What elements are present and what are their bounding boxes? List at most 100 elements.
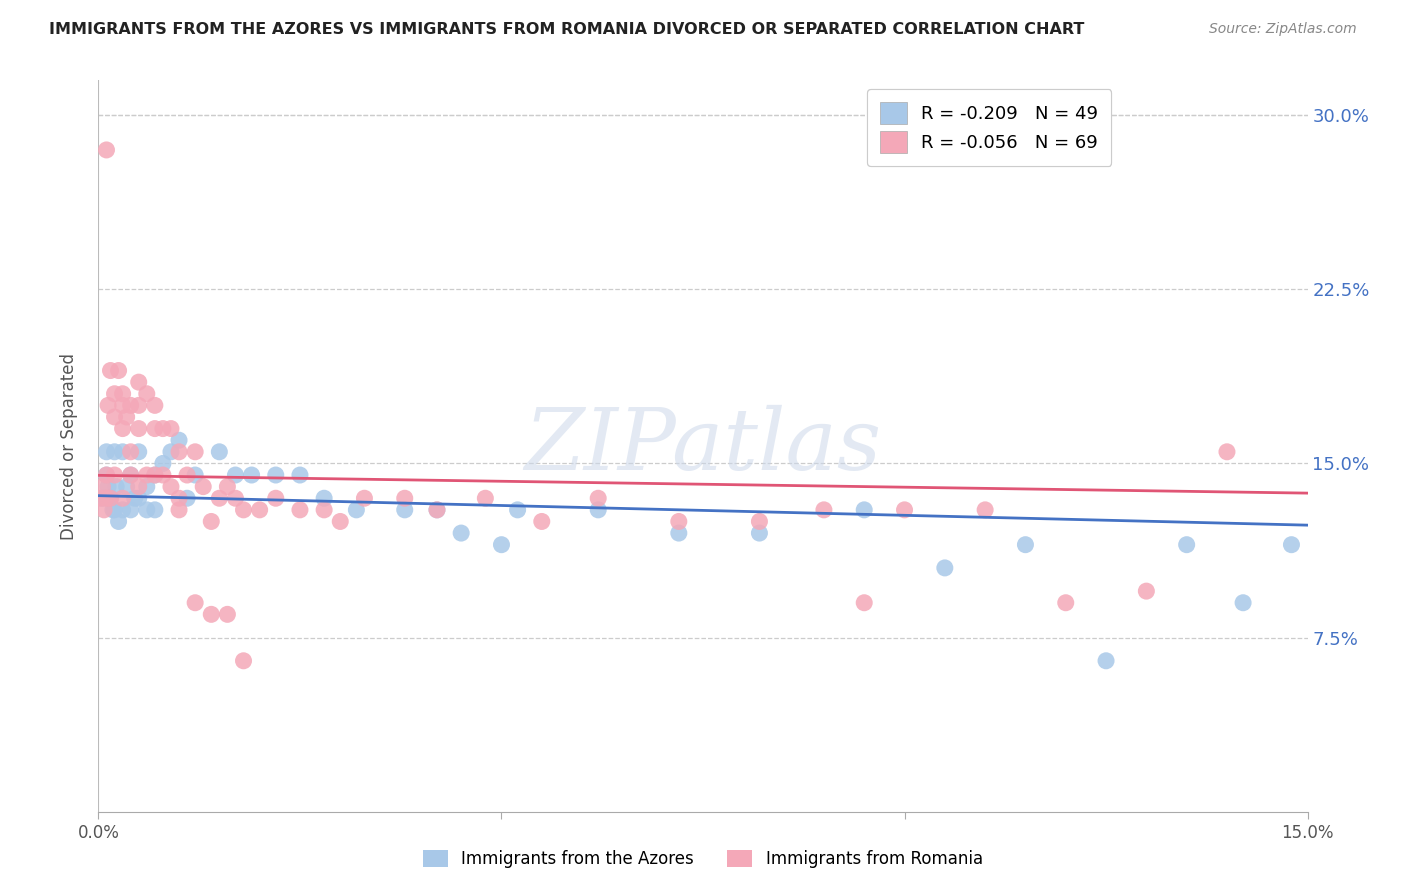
Point [100,491,122,506]
Point [96,468,118,483]
Point [586,503,609,517]
Point [853,503,876,517]
Point [974,503,997,517]
Point [135,468,157,483]
Legend: R = -0.209   N = 49, R = -0.056   N = 69: R = -0.209 N = 49, R = -0.056 N = 69 [868,89,1111,166]
Point [152,468,174,483]
Point [1175,538,1198,552]
Point [135,480,157,494]
Point [91,491,114,506]
Point [111,421,134,435]
Point [96,491,118,506]
Text: IMMIGRANTS FROM THE AZORES VS IMMIGRANTS FROM ROMANIA DIVORCED OR SEPARATED CORR: IMMIGRANTS FROM THE AZORES VS IMMIGRANTS… [49,22,1084,37]
Point [135,386,157,401]
Point [101,503,124,517]
Point [97,398,120,412]
Point [103,468,125,483]
Point [91,480,114,494]
Point [160,445,183,459]
Point [748,515,770,529]
Point [97,480,120,494]
Point [128,375,150,389]
Point [103,409,125,424]
Point [530,515,553,529]
Point [288,503,311,517]
Point [288,468,311,483]
Point [128,480,150,494]
Point [586,491,609,506]
Point [111,386,134,401]
Point [314,491,336,506]
Point [200,515,222,529]
Point [329,515,352,529]
Point [1281,538,1303,552]
Point [1135,584,1157,599]
Point [103,503,125,517]
Point [1014,538,1036,552]
Point [184,596,207,610]
Point [90,491,112,506]
Point [100,491,122,506]
Point [143,421,166,435]
Point [1216,445,1239,459]
Point [426,503,449,517]
Point [167,445,190,459]
Point [96,468,118,483]
Point [143,468,166,483]
Point [1095,654,1118,668]
Point [491,538,513,552]
Point [120,398,142,412]
Point [240,468,263,483]
Point [184,445,207,459]
Point [167,433,190,447]
Point [103,386,125,401]
Point [450,526,472,541]
Point [96,143,118,157]
Point [143,503,166,517]
Point [111,503,134,517]
Point [103,445,125,459]
Point [748,526,770,541]
Legend: Immigrants from the Azores, Immigrants from Romania: Immigrants from the Azores, Immigrants f… [416,843,990,875]
Point [394,491,416,506]
Point [344,503,367,517]
Point [232,503,254,517]
Point [474,491,496,506]
Point [176,468,198,483]
Point [208,491,231,506]
Point [120,468,142,483]
Point [264,468,287,483]
Point [124,491,146,506]
Point [200,607,222,622]
Point [120,468,142,483]
Text: Source: ZipAtlas.com: Source: ZipAtlas.com [1209,22,1357,37]
Point [208,445,231,459]
Point [853,596,876,610]
Point [893,503,915,517]
Point [96,445,118,459]
Point [217,480,239,494]
Point [668,526,690,541]
Point [1054,596,1077,610]
Point [111,491,134,506]
Point [426,503,449,517]
Point [217,607,239,622]
Point [184,468,207,483]
Point [934,561,956,575]
Point [107,515,129,529]
Point [111,445,134,459]
Point [353,491,375,506]
Point [668,515,690,529]
Point [111,398,134,412]
Point [152,457,174,471]
Point [167,491,190,506]
Point [193,480,215,494]
Point [152,421,174,435]
Point [128,445,150,459]
Text: ZIPatlas: ZIPatlas [524,405,882,487]
Point [143,468,166,483]
Point [176,491,198,506]
Point [167,503,190,517]
Point [264,491,287,506]
Point [100,363,122,377]
